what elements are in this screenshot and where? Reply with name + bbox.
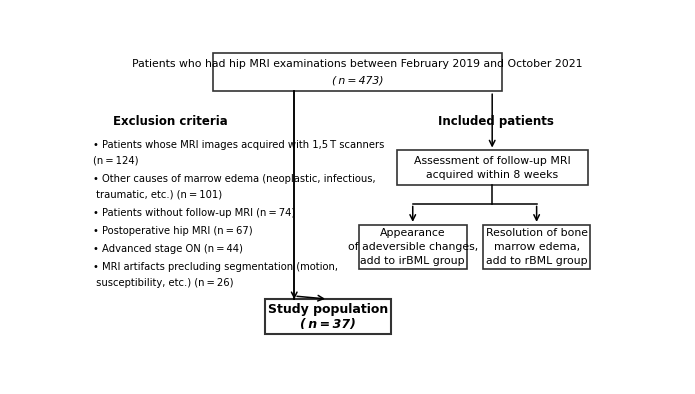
Text: susceptibility, etc.) (n = 26): susceptibility, etc.) (n = 26) [93,278,234,288]
FancyBboxPatch shape [359,225,466,269]
FancyBboxPatch shape [397,151,588,185]
Text: Assessment of follow-up MRI
acquired within 8 weeks: Assessment of follow-up MRI acquired wit… [414,156,571,180]
Text: Patients who had hip MRI examinations between February 2019 and October 2021: Patients who had hip MRI examinations be… [132,59,583,69]
Text: • MRI artifacts precluding segmentation (motion,: • MRI artifacts precluding segmentation … [93,262,338,272]
Text: Appearance
of adeversible changes,
add to irBML group: Appearance of adeversible changes, add t… [348,228,478,266]
Text: • Advanced stage ON (n = 44): • Advanced stage ON (n = 44) [93,244,243,254]
Text: Resolution of bone
marrow edema,
add to rBML group: Resolution of bone marrow edema, add to … [486,228,588,266]
Text: ( n = 37): ( n = 37) [300,318,356,331]
Text: (n = 124): (n = 124) [93,156,139,165]
Text: • Patients whose MRI images acquired with 1,5 T scanners: • Patients whose MRI images acquired wit… [93,140,385,150]
Text: ( n = 473): ( n = 473) [332,76,383,86]
Text: Exclusion criteria: Exclusion criteria [113,115,228,128]
Text: • Other causes of marrow edema (neoplastic, infectious,: • Other causes of marrow edema (neoplast… [93,174,376,184]
FancyBboxPatch shape [265,299,391,334]
FancyBboxPatch shape [483,225,591,269]
Text: Study population: Study population [268,303,388,316]
Text: • Patients without follow-up MRI (n = 74): • Patients without follow-up MRI (n = 74… [93,208,295,218]
FancyBboxPatch shape [213,53,502,91]
Text: Included patients: Included patients [439,115,554,128]
Text: • Postoperative hip MRI (n = 67): • Postoperative hip MRI (n = 67) [93,226,253,236]
Text: traumatic, etc.) (n = 101): traumatic, etc.) (n = 101) [93,190,222,200]
